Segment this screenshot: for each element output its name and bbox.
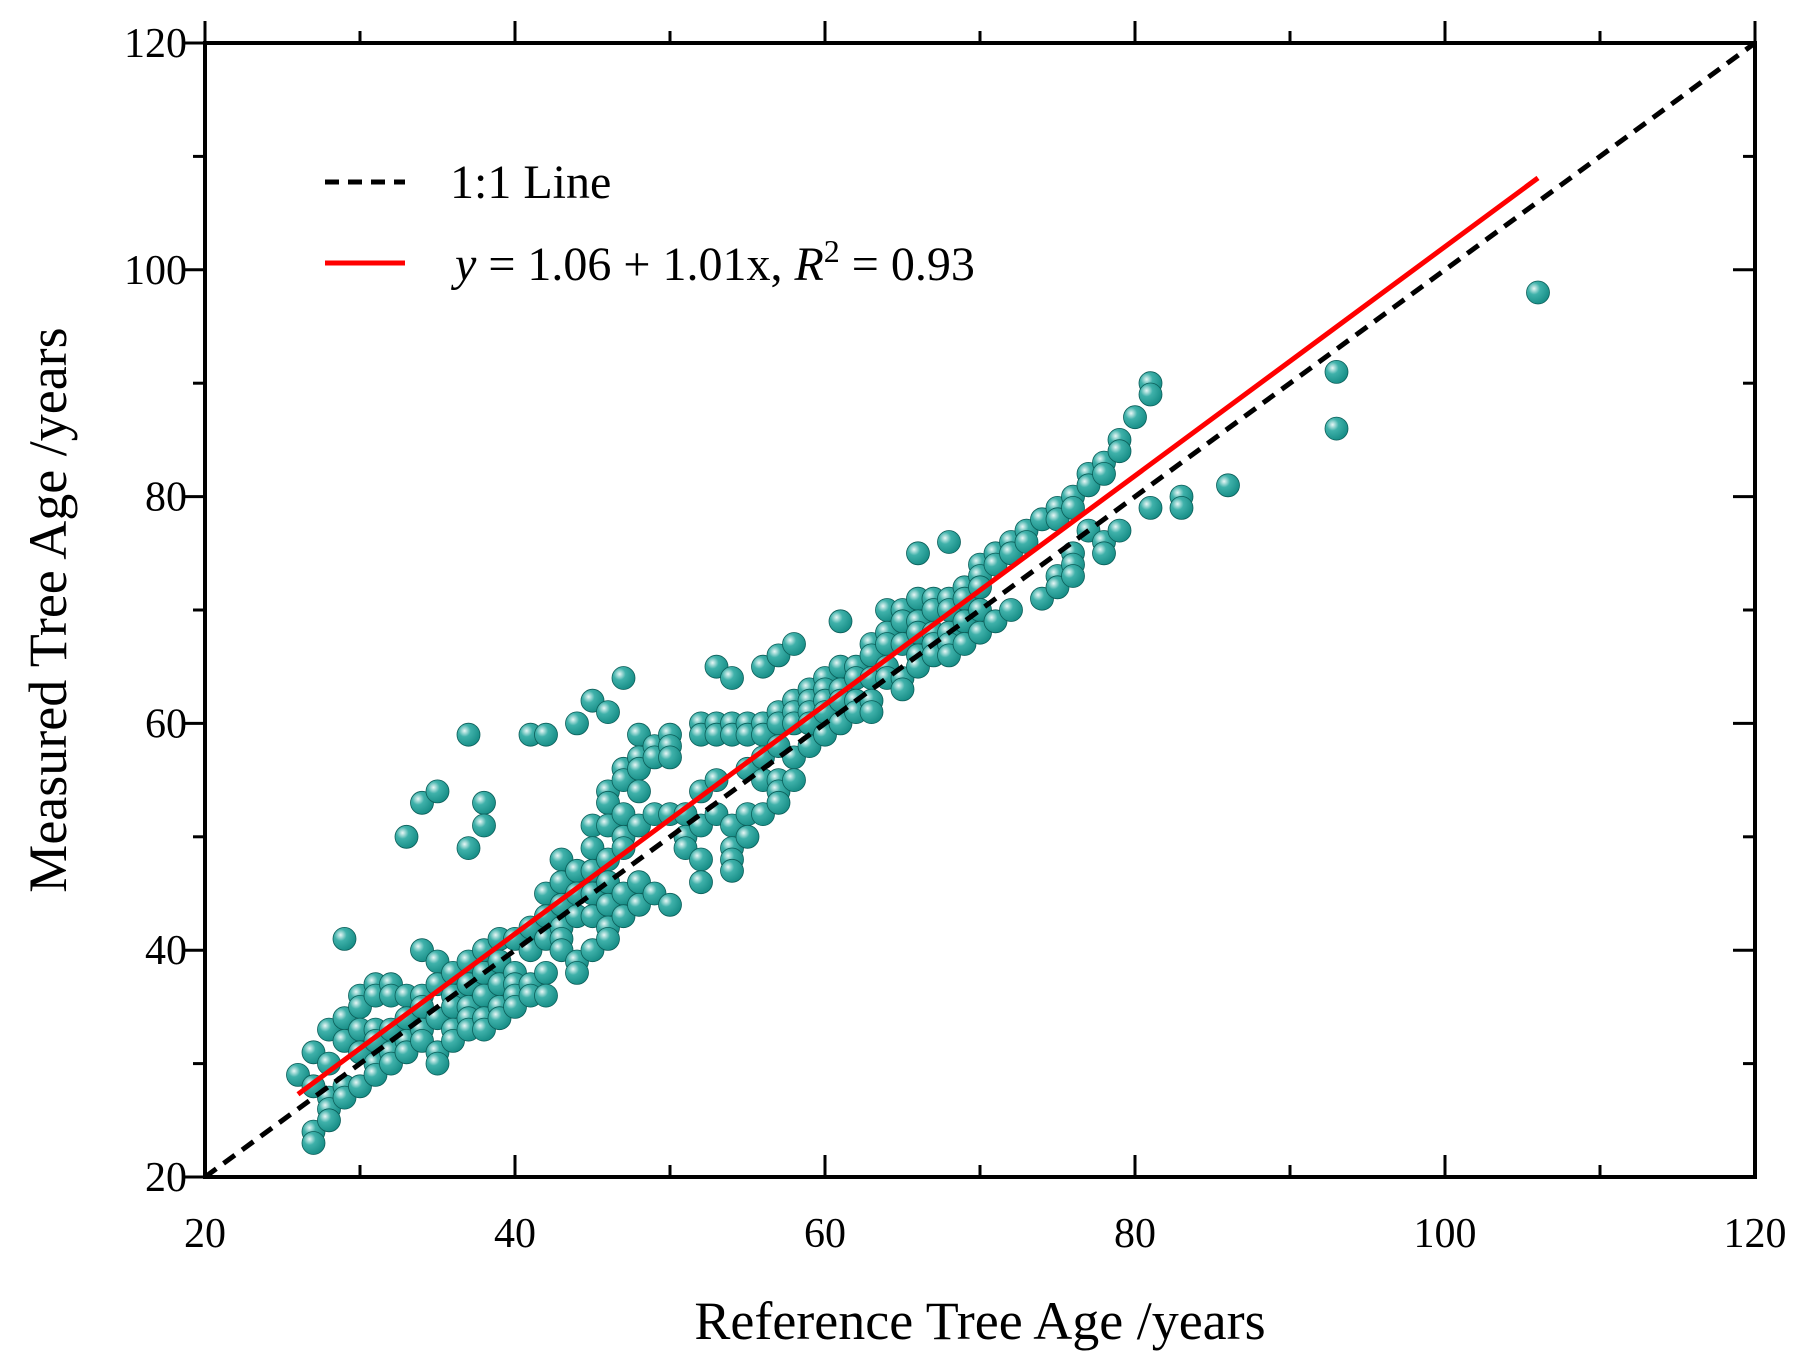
data-point [1169, 495, 1194, 520]
data-point [704, 768, 729, 792]
one-to-one-line [203, 40, 1757, 1180]
data-point [565, 961, 589, 985]
legend-fit-r2-value: = 0.93 [840, 238, 975, 291]
data-point [456, 722, 481, 747]
data-point [782, 632, 806, 656]
axis-ticks [183, 21, 1757, 1179]
legend-fit-y: y [450, 238, 477, 291]
data-point [720, 858, 744, 883]
data-point [472, 790, 496, 815]
data-point [1216, 473, 1240, 498]
data-point [937, 530, 961, 554]
x-tick-label: 100 [1414, 1211, 1477, 1257]
y-tick-label: 100 [124, 248, 187, 294]
data-point [1092, 541, 1116, 566]
y-tick-label: 60 [145, 701, 187, 747]
data-points [286, 280, 1550, 1155]
data-point [565, 711, 589, 736]
data-point [534, 961, 558, 985]
data-point [906, 541, 930, 566]
data-point [1526, 280, 1550, 305]
x-tick-label: 20 [184, 1211, 226, 1257]
data-point [999, 598, 1023, 622]
data-point [394, 824, 419, 849]
series-lines [203, 40, 1757, 1180]
legend-fit-r: R [793, 238, 823, 291]
data-point [1138, 495, 1163, 520]
data-point [301, 1131, 326, 1155]
data-point [1092, 461, 1116, 486]
data-point [782, 768, 806, 792]
data-point [890, 677, 915, 702]
data-point [534, 722, 558, 747]
data-point [317, 1108, 341, 1133]
data-point [1138, 382, 1163, 407]
data-point [828, 609, 853, 634]
data-point [859, 700, 884, 724]
x-tick-label: 60 [804, 1211, 846, 1257]
data-point [627, 779, 651, 804]
data-point [766, 790, 791, 815]
data-point [658, 745, 682, 770]
y-tick-label: 80 [145, 475, 187, 521]
data-point [1061, 564, 1085, 588]
legend-fit-label: y = 1.06 + 1.01x, R2 = 0.93 [450, 233, 975, 291]
x-tick-label: 120 [1724, 1211, 1787, 1257]
data-point [689, 847, 713, 872]
x-tick-label: 40 [494, 1211, 536, 1257]
y-tick-label: 20 [145, 1155, 187, 1201]
legend: 1:1 Line y = 1.06 + 1.01x, R2 = 0.93 [325, 156, 975, 291]
data-point [596, 927, 620, 951]
data-point [689, 870, 713, 895]
data-point [1123, 405, 1147, 430]
y-axis-title: Measured Tree Age /years [18, 327, 78, 892]
legend-1to1-label: 1:1 Line [450, 156, 611, 209]
data-point [658, 892, 682, 917]
regression-fit-line [296, 175, 1540, 1097]
data-point [1107, 518, 1132, 543]
y-tick-label: 120 [124, 21, 187, 67]
data-point [332, 927, 357, 951]
data-point [425, 1051, 450, 1076]
data-point [1324, 416, 1349, 441]
x-tick-labels: 20 40 60 80 100 120 [184, 1211, 1787, 1257]
data-point [472, 813, 496, 838]
x-tick-label: 80 [1114, 1211, 1156, 1257]
y-tick-label: 40 [145, 928, 187, 974]
data-point [596, 700, 620, 724]
data-point [425, 779, 450, 804]
x-axis-title: Reference Tree Age /years [694, 1291, 1265, 1351]
data-point [720, 666, 744, 690]
legend-fit-equation: = 1.06 + 1.01x, [476, 238, 794, 291]
data-point [534, 983, 558, 1008]
data-point [611, 666, 636, 690]
y-tick-labels: 20 40 60 80 100 120 [124, 21, 187, 1201]
data-point [456, 836, 481, 860]
data-point [735, 824, 760, 849]
legend-fit-superscript: 2 [824, 233, 840, 269]
data-point [1107, 439, 1132, 464]
data-point [1324, 359, 1349, 384]
